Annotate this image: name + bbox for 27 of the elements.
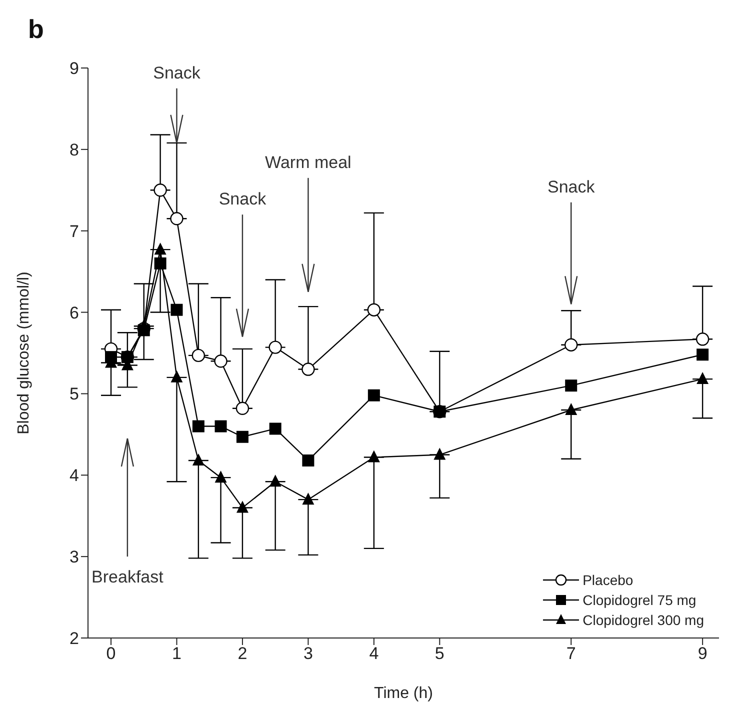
legend-label: Clopidogrel 75 mg [582, 592, 696, 608]
y-tick-label: 4 [70, 466, 79, 486]
x-tick-label: 4 [369, 644, 379, 664]
y-tick-label: 2 [70, 629, 79, 648]
y-tick-label: 7 [70, 222, 79, 241]
x-axis-title: Time (h) [374, 685, 433, 702]
y-tick-label: 5 [70, 384, 79, 404]
y-tick-label: 8 [70, 140, 79, 160]
x-tick-label: 1 [172, 644, 182, 664]
legend-label: Clopidogrel 300 mg [582, 612, 704, 628]
x-tick-label: 0 [106, 644, 116, 664]
y-tick-label: 3 [70, 548, 79, 567]
x-tick-label: 2 [238, 644, 248, 664]
annotation: Snack [547, 177, 596, 196]
annotation: Warm meal [265, 152, 352, 172]
x-tick-label: 7 [566, 644, 576, 664]
y-tick-label: 6 [70, 303, 79, 322]
legend-label: Placebo [582, 572, 634, 588]
x-tick-label: 3 [303, 644, 313, 664]
y-tick-label: 9 [70, 59, 79, 78]
annotation: Snack [218, 190, 267, 209]
y-axis-title: Blood glucose (mmol/l) [16, 272, 33, 434]
x-tick-label: 9 [698, 644, 708, 664]
annotation: Snack [153, 63, 201, 82]
text: b [28, 14, 44, 44]
x-tick-label: 5 [434, 644, 444, 664]
annotation: Breakfast [92, 568, 164, 587]
